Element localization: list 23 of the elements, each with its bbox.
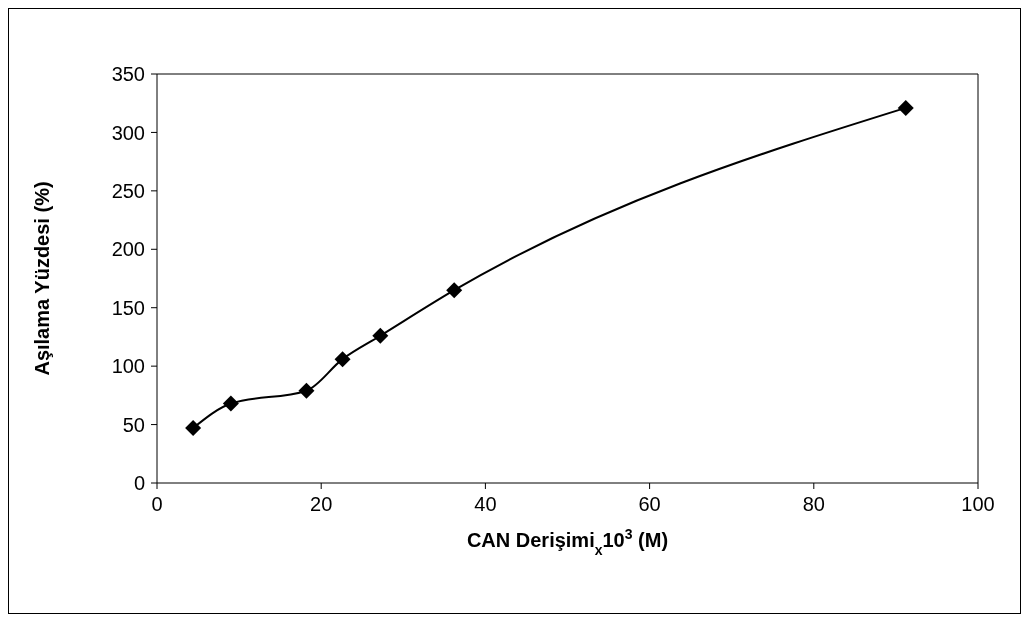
- x-tick-label: 100: [961, 493, 995, 516]
- point: [222, 395, 239, 412]
- x-tick-label: 0: [151, 493, 163, 516]
- point: [372, 327, 389, 344]
- x-tick-label: 80: [802, 493, 825, 516]
- point: [185, 420, 202, 437]
- point: [446, 282, 463, 299]
- x-tick-label: 20: [310, 493, 333, 516]
- y-tick-label: 350: [111, 63, 145, 86]
- y-tick-label: 100: [111, 355, 145, 378]
- point: [334, 351, 351, 368]
- x-tick-label: 40: [474, 493, 497, 516]
- y-tick-label: 150: [111, 296, 145, 319]
- x-tick-label: 60: [638, 493, 661, 516]
- point: [298, 382, 315, 399]
- y-tick-label: 0: [133, 472, 145, 495]
- point: [897, 99, 914, 116]
- y-tick-label: 300: [111, 121, 145, 144]
- y-axis-title: Aşılama Yüzdesi (%): [31, 181, 53, 376]
- x-axis-title: CAN Derişimi$_{x}$10$^{3}$ (M): [466, 526, 669, 558]
- y-tick-label: 250: [111, 179, 145, 202]
- y-tick-label: 50: [122, 413, 145, 436]
- y-tick-label: 200: [111, 238, 145, 261]
